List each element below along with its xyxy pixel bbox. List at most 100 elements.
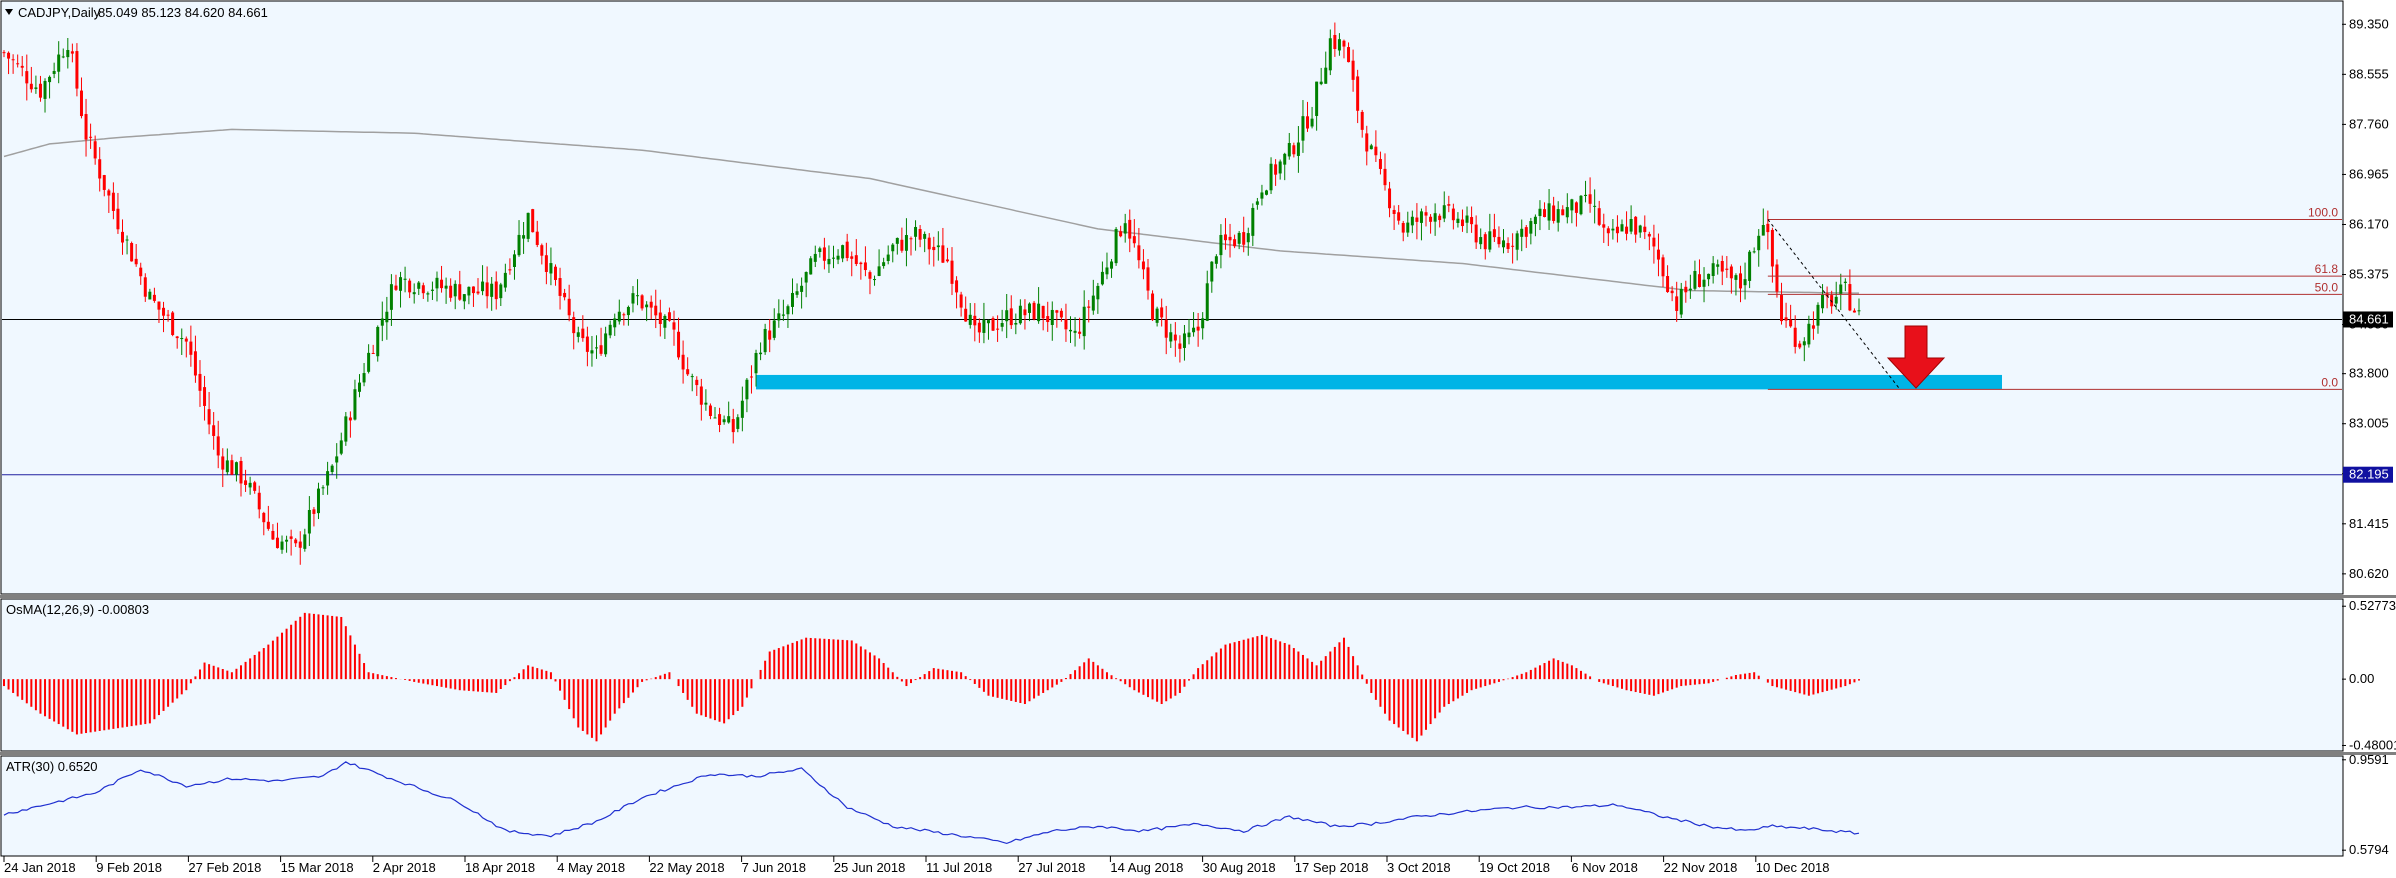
candle-body[interactable] — [1670, 290, 1674, 294]
candle-body[interactable] — [1173, 334, 1177, 341]
candle-body[interactable] — [863, 262, 867, 271]
candle-body[interactable] — [225, 460, 229, 473]
candle-body[interactable] — [485, 282, 489, 297]
candle-body[interactable] — [253, 482, 257, 491]
candle-body[interactable] — [663, 315, 667, 328]
candle-body[interactable] — [617, 311, 621, 322]
candle-body[interactable] — [1570, 199, 1574, 211]
candle-body[interactable] — [745, 379, 749, 400]
candle-body[interactable] — [212, 425, 216, 436]
candle-body[interactable] — [257, 492, 261, 510]
candle-body[interactable] — [203, 387, 207, 406]
candle-body[interactable] — [2, 52, 6, 54]
candle-body[interactable] — [1574, 202, 1578, 213]
candle-body[interactable] — [152, 294, 156, 301]
candle-body[interactable] — [1702, 279, 1706, 287]
candle-body[interactable] — [1606, 228, 1610, 234]
candle-body[interactable] — [895, 237, 899, 244]
candle-body[interactable] — [84, 114, 88, 140]
candle-body[interactable] — [936, 245, 940, 248]
candle-body[interactable] — [613, 318, 617, 328]
candle-body[interactable] — [1483, 234, 1487, 250]
candle-body[interactable] — [175, 336, 179, 339]
candle-body[interactable] — [818, 248, 822, 252]
candle-body[interactable] — [512, 254, 516, 268]
candle-body[interactable] — [1816, 304, 1820, 326]
candle-body[interactable] — [1178, 343, 1182, 349]
candle-body[interactable] — [585, 336, 589, 352]
candle-body[interactable] — [1543, 209, 1547, 218]
candle-body[interactable] — [1027, 303, 1031, 313]
candle-body[interactable] — [982, 319, 986, 333]
candle-body[interactable] — [248, 482, 252, 488]
candle-body[interactable] — [1492, 229, 1496, 238]
candle-body[interactable] — [344, 416, 348, 442]
candle-body[interactable] — [1770, 229, 1774, 267]
candle-body[interactable] — [914, 226, 918, 237]
candle-body[interactable] — [1069, 329, 1073, 332]
candle-body[interactable] — [266, 521, 270, 529]
candle-body[interactable] — [1780, 295, 1784, 322]
candle-body[interactable] — [1529, 221, 1533, 234]
candle-body[interactable] — [836, 255, 840, 260]
candle-body[interactable] — [1848, 284, 1852, 311]
candle-body[interactable] — [1761, 225, 1765, 236]
candle-body[interactable] — [148, 291, 152, 300]
candle-body[interactable] — [841, 245, 845, 259]
candle-body[interactable] — [790, 292, 794, 307]
price-pane[interactable] — [1, 1, 2343, 594]
candle-body[interactable] — [1647, 233, 1651, 237]
candle-body[interactable] — [89, 136, 93, 138]
candle-body[interactable] — [1506, 243, 1510, 249]
candle-body[interactable] — [1356, 76, 1360, 111]
osma-pane[interactable] — [1, 599, 2343, 751]
candle-body[interactable] — [1041, 305, 1045, 319]
candle-body[interactable] — [996, 328, 1000, 330]
candle-body[interactable] — [754, 352, 758, 374]
candle-body[interactable] — [70, 51, 74, 54]
candle-body[interactable] — [522, 235, 526, 239]
candle-body[interactable] — [330, 465, 334, 473]
candle-body[interactable] — [462, 294, 466, 302]
candle-body[interactable] — [490, 283, 494, 297]
candle-body[interactable] — [604, 333, 608, 355]
candle-body[interactable] — [1105, 267, 1109, 275]
candle-body[interactable] — [1579, 195, 1583, 215]
candle-body[interactable] — [1501, 240, 1505, 248]
candle-body[interactable] — [945, 259, 949, 262]
candle-body[interactable] — [1456, 218, 1460, 223]
candle-body[interactable] — [1046, 316, 1050, 323]
candle-body[interactable] — [1114, 228, 1118, 264]
candle-body[interactable] — [294, 539, 298, 544]
candle-body[interactable] — [1511, 245, 1515, 247]
candle-body[interactable] — [672, 322, 676, 330]
candle-body[interactable] — [731, 419, 735, 433]
candle-body[interactable] — [1073, 330, 1077, 333]
candle-body[interactable] — [658, 312, 662, 325]
candle-body[interactable] — [1766, 223, 1770, 233]
candle-body[interactable] — [193, 351, 197, 376]
candle-body[interactable] — [1693, 270, 1697, 289]
candle-body[interactable] — [1675, 296, 1679, 311]
candle-body[interactable] — [822, 247, 826, 261]
candle-body[interactable] — [1406, 222, 1410, 233]
candle-body[interactable] — [1834, 296, 1838, 304]
candle-body[interactable] — [467, 286, 471, 296]
candle-body[interactable] — [1260, 192, 1264, 199]
candle-body[interactable] — [1634, 216, 1638, 235]
candle-body[interactable] — [681, 354, 685, 370]
candle-body[interactable] — [854, 255, 858, 264]
candle-body[interactable] — [1169, 332, 1173, 342]
candle-body[interactable] — [759, 352, 763, 355]
candle-body[interactable] — [453, 283, 457, 297]
candle-body[interactable] — [886, 254, 890, 262]
candle-body[interactable] — [1857, 310, 1861, 312]
candle-body[interactable] — [1128, 219, 1132, 239]
candle-body[interactable] — [850, 256, 854, 259]
candle-body[interactable] — [1251, 207, 1255, 236]
candle-body[interactable] — [1014, 323, 1018, 325]
candle-body[interactable] — [1255, 201, 1259, 205]
candle-body[interactable] — [426, 293, 430, 295]
candle-body[interactable] — [517, 234, 521, 256]
candle-body[interactable] — [98, 159, 102, 179]
